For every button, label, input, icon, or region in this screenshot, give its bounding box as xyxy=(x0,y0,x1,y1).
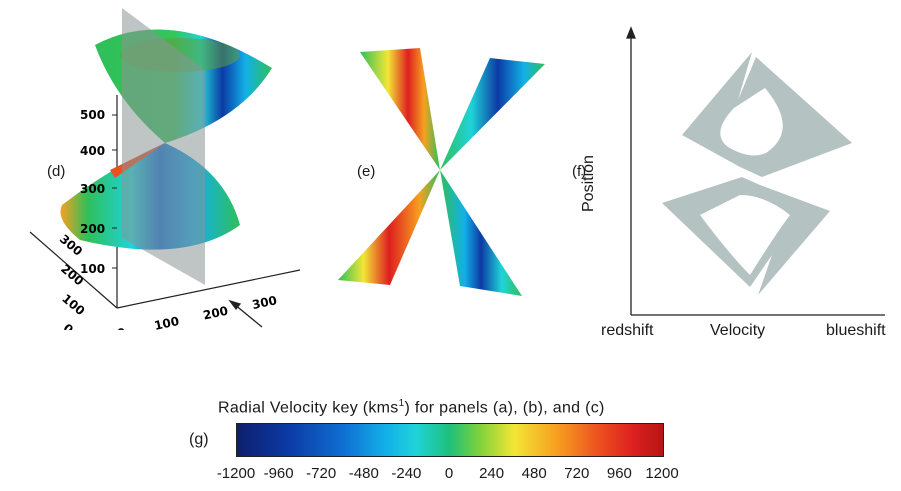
d-x-tick: 100 xyxy=(153,314,180,330)
f-x-axis-label: Velocity xyxy=(710,322,766,339)
slice-plane xyxy=(122,8,205,285)
f-upper-lobe xyxy=(682,52,852,177)
d-x-tick: 200 xyxy=(202,304,229,323)
panel-e-projection xyxy=(338,48,545,296)
panel-g-label: (g) xyxy=(189,431,209,448)
d-z-tick: 500 xyxy=(80,108,105,122)
colorbar-tick-label: -240 xyxy=(391,465,422,482)
key-title-part-a: Radial Velocity key (kms xyxy=(218,399,399,417)
colorbar-tick-label: 960 xyxy=(606,465,632,482)
colorbar-tick-label: 240 xyxy=(479,465,505,482)
panel-d-bicone-3d: 500 400 300 200 100 0 100 200 300 300 20… xyxy=(29,8,301,330)
colorbar-tick-label: -960 xyxy=(263,465,294,482)
panel-e-label: (e) xyxy=(357,163,376,180)
velocity-colorbar xyxy=(236,423,664,457)
d-z-tick: 400 xyxy=(80,144,105,158)
d-z-tick: 100 xyxy=(80,262,105,276)
d-y-tick: 0 xyxy=(60,321,75,330)
e-lower-left-lobe xyxy=(338,170,440,285)
f-y-axis-label: Position xyxy=(580,155,597,212)
colorbar-tick-label: 720 xyxy=(564,465,590,482)
colorbar-tick-label: -720 xyxy=(306,465,337,482)
colorbar-ticks: -1200 -960 -720 -480 -240 0 240 480 720 960 1200 xyxy=(210,465,690,487)
view-arrow xyxy=(228,299,263,328)
panel-f-label: (f) xyxy=(572,163,587,180)
f-x-right-label: blueshift xyxy=(826,322,886,339)
e-upper-right-lobe xyxy=(440,58,545,170)
f-axes xyxy=(626,26,885,316)
d-x-tick: 300 xyxy=(251,293,278,312)
panel-d-label: (d) xyxy=(47,163,66,180)
d-z-tick: 200 xyxy=(80,222,105,236)
f-lower-lobe xyxy=(662,177,830,295)
color-key-title: Radial Velocity key (kms1) for panels (a… xyxy=(218,398,605,417)
f-x-left-label: redshift xyxy=(601,322,654,339)
d-x-tick: 0 xyxy=(116,325,127,330)
d-z-tick-marks xyxy=(112,114,117,269)
panel-f-pv-diagram xyxy=(626,26,885,316)
colorbar-tick-label: -1200 xyxy=(216,465,256,482)
colorbar-tick-label: 0 xyxy=(444,465,454,482)
d-y-tick: 100 xyxy=(59,291,87,318)
key-title-superscript: 1 xyxy=(398,398,405,409)
colorbar-tick-label: 1200 xyxy=(645,465,679,482)
e-upper-left-lobe xyxy=(360,48,440,170)
colorbar-tick-label: 480 xyxy=(521,465,547,482)
key-title-part-b: ) for panels (a), (b), and (c) xyxy=(404,399,605,417)
colorbar-tick-label: -480 xyxy=(348,465,379,482)
e-lower-right-lobe xyxy=(440,170,522,296)
d-z-tick: 300 xyxy=(80,182,105,196)
